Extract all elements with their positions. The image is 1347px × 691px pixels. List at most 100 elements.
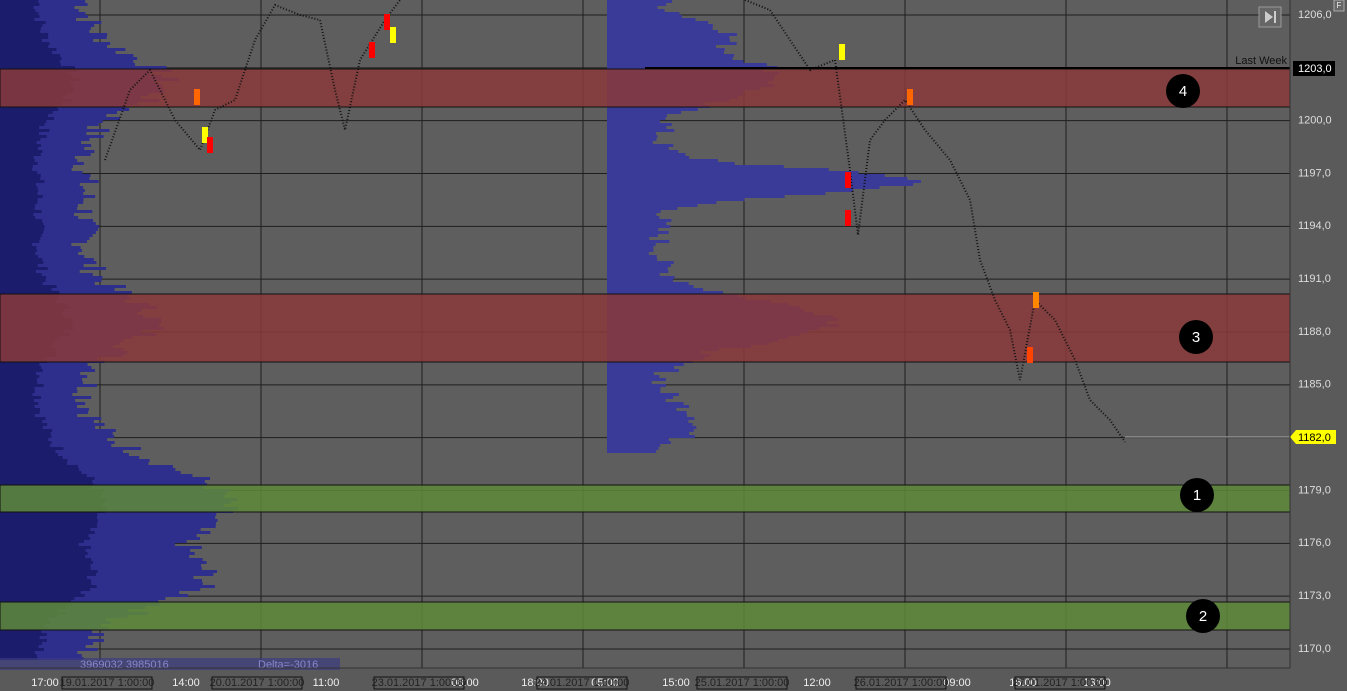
profile-bar (0, 432, 113, 435)
profile-core (0, 372, 37, 375)
profile-core (0, 213, 34, 216)
profile-core (0, 264, 38, 267)
profile-bar (0, 120, 103, 123)
profile-bar (0, 18, 77, 21)
price-tick-label: 1206,0 (1298, 9, 1332, 21)
profile-bar (0, 594, 189, 597)
profile-core (0, 564, 91, 567)
profile-core (0, 279, 46, 282)
profile-bar (0, 459, 150, 462)
profile-bar (0, 480, 205, 483)
zone (0, 484, 1291, 513)
profile-core (0, 579, 91, 582)
profile-bar (0, 276, 103, 279)
profile-core (0, 642, 42, 645)
profile-core (0, 384, 44, 387)
profile-bar (607, 237, 650, 240)
profile-bar (0, 6, 75, 9)
profile-bar (0, 630, 93, 633)
profile-core (0, 141, 37, 144)
price-tick-label: 1200,0 (1298, 115, 1332, 127)
profile-bar (0, 63, 135, 66)
profile-core (0, 273, 42, 276)
profile-core (0, 48, 57, 51)
profile-bar (0, 0, 86, 3)
profile-bar (0, 402, 86, 405)
profile-core (0, 480, 93, 483)
profile-bar (0, 207, 78, 210)
profile-bar (0, 468, 176, 471)
profile-core (0, 270, 36, 273)
profile-bar (607, 282, 689, 285)
profile-bar (607, 24, 713, 27)
profile-bar (0, 441, 115, 444)
profile-core (0, 249, 37, 252)
profile-core (0, 453, 58, 456)
profile-bar (0, 453, 129, 456)
profile-core (0, 522, 98, 525)
profile-bar (607, 363, 684, 366)
profile-bar (607, 33, 737, 36)
profile-bar (0, 204, 78, 207)
profile-core (0, 261, 44, 264)
profile-core (0, 540, 84, 543)
profile-bar (607, 249, 654, 252)
profile-bar (0, 450, 123, 453)
profile-bar (0, 513, 217, 516)
zone-marker (1166, 74, 1200, 108)
profile-core (0, 195, 43, 198)
profile-bar (0, 555, 190, 558)
profile-bar (0, 393, 73, 396)
profile-bar (607, 414, 687, 417)
profile-bar (0, 198, 84, 201)
profile-bar (0, 222, 96, 225)
profile-bar (607, 129, 675, 132)
profile-bar (0, 252, 79, 255)
profile-bar (607, 51, 724, 54)
profile-core (0, 567, 91, 570)
profile-bar (607, 390, 661, 393)
profile-bar (0, 420, 94, 423)
profile-bar (0, 9, 79, 12)
profile-bar (607, 39, 730, 42)
profile-bar (0, 54, 134, 57)
profile-core (0, 645, 39, 648)
profile-bar (607, 174, 885, 177)
profile-core (0, 477, 95, 480)
profile-bar (0, 12, 86, 15)
date-label: 26.01.2017 1:00:00 (854, 677, 949, 689)
profile-core (0, 474, 87, 477)
corner-button[interactable] (1333, 0, 1345, 12)
profile-core (0, 225, 45, 228)
profile-bar (607, 183, 914, 186)
profile-bar (607, 393, 679, 396)
date-label: 24.01.2017 1:00:00 (535, 677, 630, 689)
profile-bar (607, 444, 661, 447)
profile-bar (0, 246, 81, 249)
profile-core (0, 408, 41, 411)
profile-core (0, 375, 40, 378)
profile-bar (607, 213, 657, 216)
profile-bar (607, 270, 669, 273)
profile-core (0, 255, 38, 258)
profile-core (0, 42, 50, 45)
date-label: 20.01.2017 1:00:00 (210, 677, 305, 689)
profile-bar (607, 42, 737, 45)
profile-bar (0, 30, 90, 33)
profile-core (0, 138, 41, 141)
profile-core (0, 366, 42, 369)
price-axis-panel (1290, 0, 1347, 691)
profile-bar (0, 243, 72, 246)
profile-core (0, 147, 38, 150)
profile-bar (0, 384, 97, 387)
profile-core (0, 267, 48, 270)
profile-bar (607, 378, 666, 381)
profile-bar (607, 144, 674, 147)
zone-marker (1179, 320, 1213, 354)
profile-bar (0, 282, 95, 285)
profile-bar (607, 60, 744, 63)
profile-core (0, 444, 51, 447)
profile-core (0, 639, 47, 642)
profile-core (0, 417, 46, 420)
profile-bar (0, 534, 197, 537)
